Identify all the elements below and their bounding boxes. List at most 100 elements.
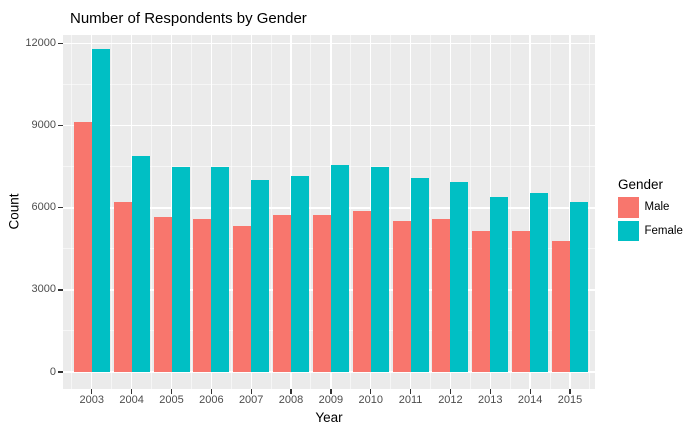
x-axis-tick-label: 2013 (478, 394, 503, 406)
gridline-minor-h (63, 166, 595, 168)
chart-title: Number of Respondents by Gender (70, 10, 307, 27)
bar-female-2014 (530, 192, 549, 372)
legend-item-female: Female (618, 220, 683, 241)
bar-male-2013 (472, 231, 491, 372)
y-axis-tick-label: 0 (49, 365, 56, 378)
x-axis-tick-label: 2003 (79, 394, 105, 406)
x-axis-tick-mark (131, 389, 133, 394)
x-axis-tick-label: 2006 (199, 394, 224, 406)
bar-female-2011 (410, 177, 429, 372)
y-axis-tick-label: 6000 (31, 201, 56, 214)
plot-panel (63, 35, 595, 389)
bar-male-2010 (352, 211, 371, 372)
gridline-major-v (290, 35, 292, 389)
x-axis-tick-label: 2007 (238, 394, 264, 406)
legend-label-female: Female (644, 224, 683, 237)
legend-item-male: Male (618, 197, 683, 218)
gridline-minor-v (469, 35, 471, 389)
bar-female-2005 (171, 166, 190, 372)
x-axis-tick-mark (489, 389, 491, 394)
legend-label-male: Male (644, 201, 670, 214)
bar-female-2013 (490, 196, 509, 372)
x-axis-tick-label: 2012 (438, 394, 463, 406)
x-axis-tick-label: 2008 (278, 394, 304, 406)
y-axis-tick-label: 12000 (25, 37, 56, 50)
x-axis-tick-label: 2011 (398, 394, 423, 406)
gridline-major-v (170, 35, 173, 389)
x-axis-tick-mark (210, 389, 212, 394)
bar-female-2008 (291, 176, 310, 372)
gridline-major-h (63, 371, 595, 373)
bar-female-2015 (570, 202, 588, 372)
x-axis-tick-mark (409, 389, 412, 394)
x-axis-tick-label: 2014 (517, 394, 543, 406)
bar-male-2007 (233, 225, 252, 372)
bar-male-2012 (432, 218, 451, 372)
gridline-major-h (63, 207, 595, 209)
x-axis-tick-mark (290, 389, 292, 394)
legend-swatch-female-icon (618, 220, 639, 241)
x-axis-title: Year (315, 410, 343, 425)
x-axis-tick-mark (370, 389, 372, 394)
x-axis-tick-mark (170, 389, 173, 394)
y-axis-tick-mark (58, 371, 63, 373)
y-axis-tick-mark (58, 125, 63, 127)
x-axis-tick-label: 2009 (318, 394, 344, 406)
y-axis-tick-mark (58, 289, 63, 291)
y-axis-tick-mark (58, 207, 63, 209)
gridline-major-v (569, 35, 571, 389)
bar-male-2014 (512, 231, 531, 372)
gridline-minor-v (71, 35, 73, 389)
x-axis-tick-mark (569, 389, 571, 394)
legend: Gender Male Female (618, 177, 683, 244)
bar-female-2012 (450, 181, 469, 372)
bar-male-2015 (552, 240, 570, 372)
gridline-minor-v (111, 35, 113, 389)
bar-male-2004 (113, 202, 132, 372)
gridline-minor-v (350, 35, 352, 389)
bar-male-2008 (273, 215, 292, 372)
gridline-minor-v (430, 35, 432, 389)
gridline-major-h (63, 124, 595, 127)
x-axis-tick-mark (449, 389, 452, 394)
x-axis-tick-label: 2010 (358, 394, 383, 406)
gridline-major-v (210, 35, 213, 389)
bar-female-2006 (211, 166, 230, 372)
x-axis-tick-mark (250, 389, 252, 394)
bar-male-2011 (392, 221, 411, 372)
bar-male-2003 (73, 121, 92, 372)
gridline-minor-v (390, 35, 392, 389)
gridline-minor-v (270, 35, 272, 389)
bar-female-2003 (91, 49, 110, 372)
bar-male-2006 (193, 219, 212, 372)
y-axis-tick-mark (58, 42, 63, 45)
gridline-major-v (489, 35, 491, 389)
gridline-minor-h (63, 84, 595, 86)
bar-female-2004 (131, 155, 150, 372)
gridline-minor-v (589, 35, 591, 389)
gridline-major-h (63, 42, 595, 45)
bar-male-2005 (153, 217, 172, 372)
x-axis-tick-label: 2005 (159, 394, 184, 406)
gridline-minor-v (509, 35, 511, 389)
x-axis-tick-mark (330, 389, 332, 394)
gridline-major-v (409, 35, 412, 389)
legend-swatch-male-icon (618, 197, 639, 218)
y-axis-tick-label: 9000 (31, 119, 56, 132)
gridline-major-v (529, 35, 531, 389)
legend-title: Gender (618, 177, 664, 192)
gridline-minor-v (190, 35, 192, 389)
gridline-minor-v (549, 35, 551, 389)
y-axis-tick-label: 3000 (31, 283, 56, 296)
bar-female-2007 (251, 180, 270, 372)
gridline-major-v (330, 35, 332, 389)
gridline-minor-v (151, 35, 153, 389)
x-axis-tick-label: 2004 (119, 394, 144, 406)
gridline-minor-v (230, 35, 232, 389)
x-axis-tick-mark (529, 389, 531, 394)
bar-female-2010 (370, 166, 389, 372)
bar-female-2009 (330, 165, 349, 372)
gridline-minor-v (310, 35, 312, 389)
x-axis-tick-mark (91, 389, 93, 394)
